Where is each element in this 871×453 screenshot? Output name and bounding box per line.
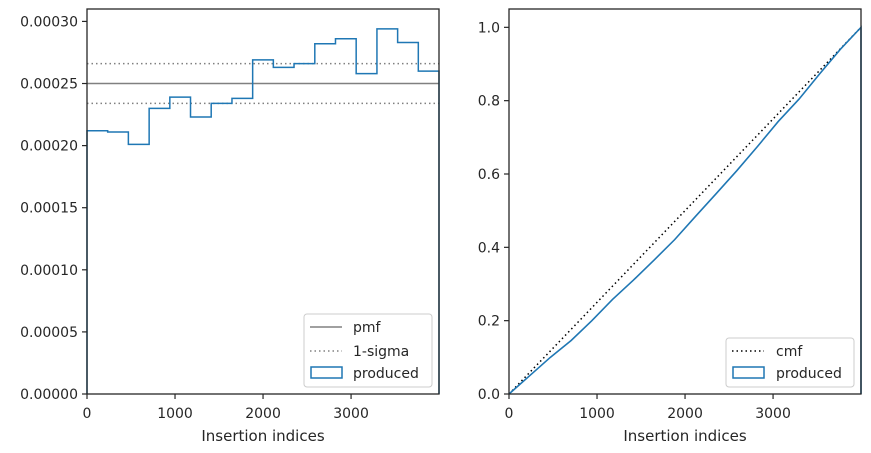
legend-produced-label: produced [353,366,419,382]
left-x-tick-label: 3000 [333,406,369,422]
legend-produced-patch-swatch [310,366,343,379]
legend-pmf-label: pmf [353,320,382,336]
left-chart: 0 1000 2000 3000 0.00000 0.00005 0.00010 0.0001… [20,8,440,445]
right-plot-frame [508,8,862,395]
legend-produced-label: produced [776,366,842,382]
left-y-tick-label: 0.00015 [20,201,78,217]
left-y-tick-label: 0.00010 [20,263,78,279]
left-x-tick-label: 1000 [157,406,193,422]
left-y-tick-label: 0.00020 [20,139,78,155]
right-legend-box [725,337,855,388]
left-x-tick-label: 2000 [245,406,281,422]
left-x-axis-label: Insertion indices [201,427,324,445]
right-y-tick-label: 0.2 [478,314,500,330]
right-x-tick-label: 0 [505,406,514,422]
right-x-axis-label: Insertion indices [623,427,746,445]
right-ticks: 0 1000 2000 3000 0.0 0.2 0.4 0.6 0.8 1.0 [478,20,791,422]
right-x-tick-label: 3000 [755,406,791,422]
cmf-line [508,26,862,395]
right-y-tick-label: 0.8 [478,94,500,110]
left-y-tick-label: 0.00005 [20,325,78,341]
right-y-tick-label: 0.4 [478,240,500,256]
left-ticks: 0 1000 2000 3000 0.00000 0.00005 0.00010 0.0001… [20,14,369,422]
produced-histogram-step [86,28,440,394]
left-legend: pmf 1-sigma produced [303,313,433,388]
left-y-tick-label: 0.00030 [20,14,78,30]
right-y-tick-label: 0.6 [478,167,500,183]
right-plot-marks [508,25,862,395]
right-chart: 0 1000 2000 3000 0.0 0.2 0.4 0.6 0.8 1.0 Insertio… [478,8,862,445]
left-x-tick-label: 0 [83,406,92,422]
legend-cmf-label: cmf [776,344,803,360]
right-x-tick-label: 1000 [579,406,615,422]
left-plot-marks [86,28,440,394]
left-legend-box [303,313,433,388]
right-x-tick-label: 2000 [667,406,703,422]
produced-cumulative-step [508,25,862,395]
legend-1-sigma-label: 1-sigma [353,344,409,360]
left-y-tick-label: 0.00000 [20,387,78,403]
right-legend: cmf produced [725,337,855,388]
right-y-tick-label: 0.0 [478,387,500,403]
left-y-tick-label: 0.00025 [20,77,78,93]
right-y-tick-label: 1.0 [478,20,500,36]
legend-produced-patch-swatch [732,366,765,379]
